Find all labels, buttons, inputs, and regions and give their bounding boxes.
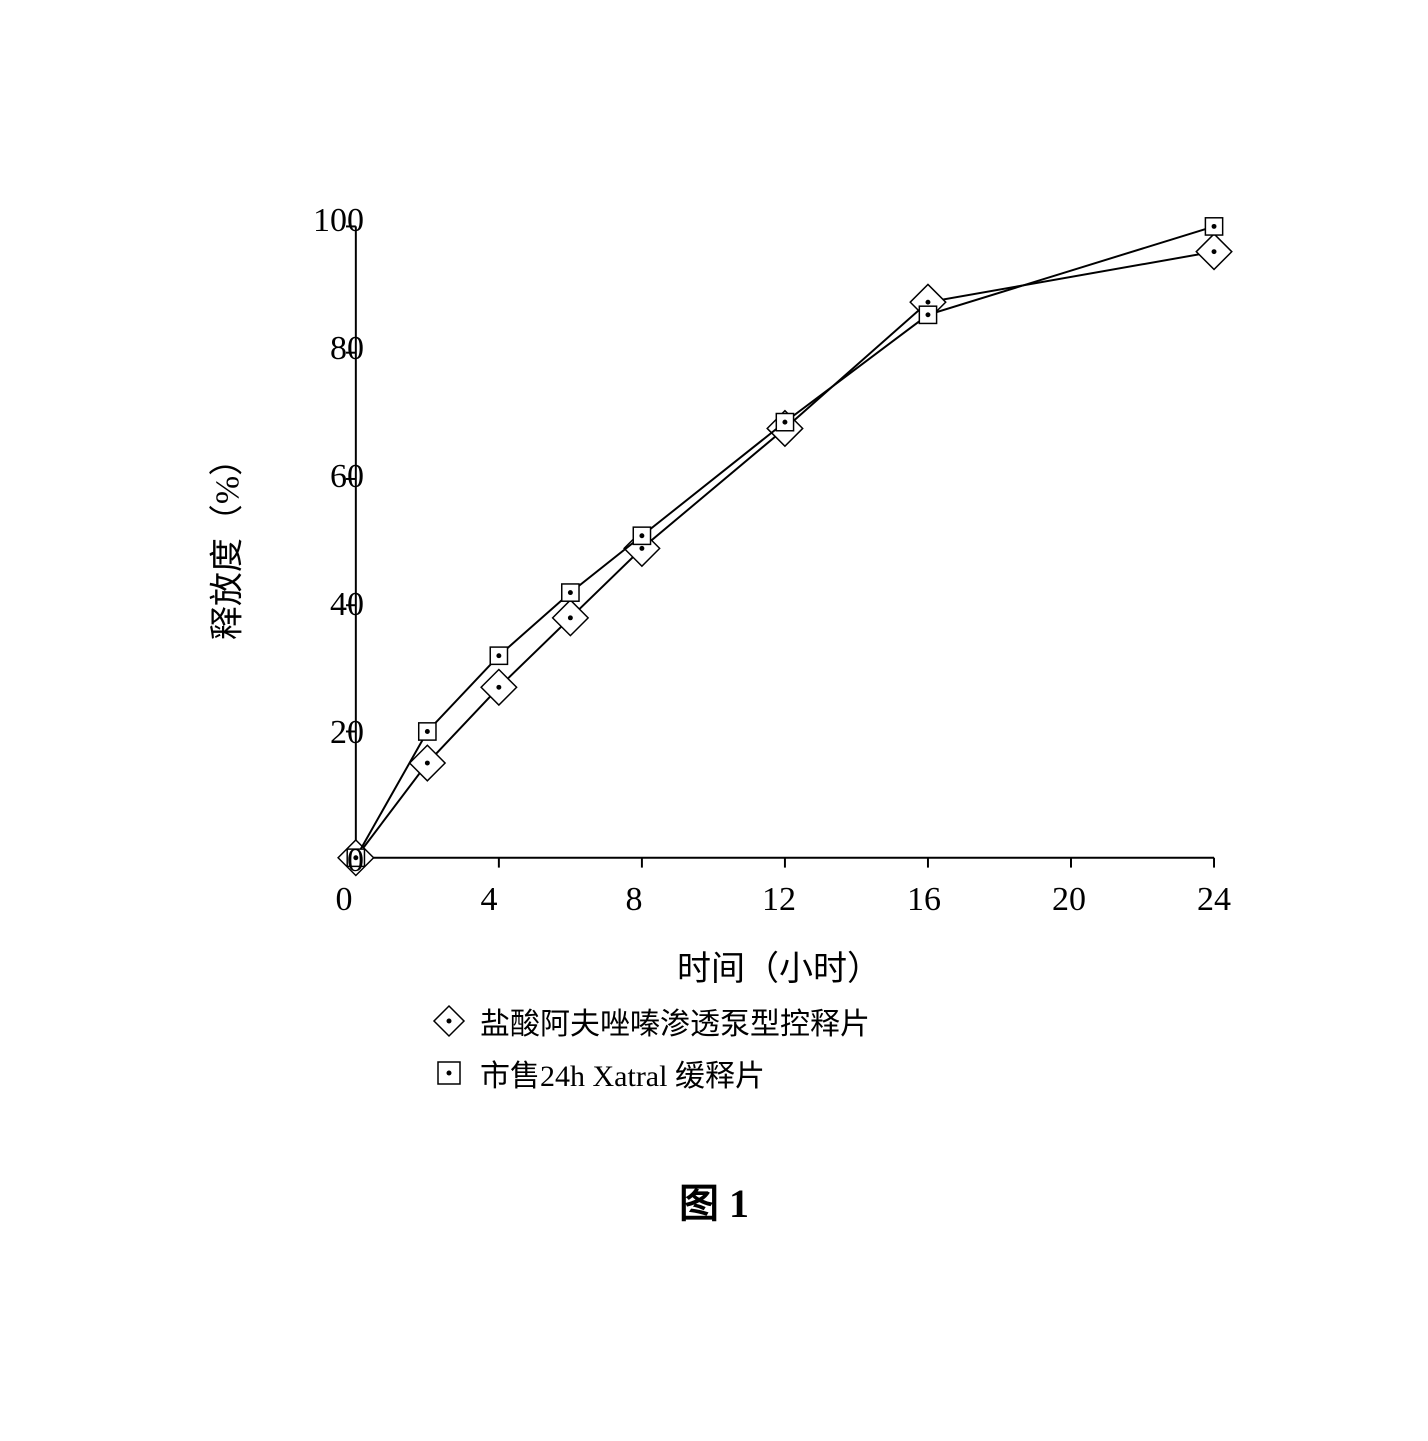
xtick-label: 16: [907, 881, 941, 919]
square-marker-icon: [424, 1058, 474, 1088]
chart-svg: [344, 221, 1216, 875]
release-chart: 0 20 40 60 80 100 0 4 8 12 16 20 24 释放度（%） 时间（小时） 盐…: [164, 171, 1264, 1271]
ytick-label: 40: [330, 586, 364, 624]
xtick-label: 4: [481, 881, 498, 919]
xtick-label: 0: [336, 881, 353, 919]
xtick-label: 24: [1197, 881, 1231, 919]
xtick-label: 8: [626, 881, 643, 919]
legend: 盐酸阿夫唑嗪渗透泵型控释片 市售24h Xatral 缓释片: [424, 1001, 870, 1105]
ytick-label: 100: [313, 202, 364, 240]
ytick-label: 20: [330, 714, 364, 752]
xtick-label: 20: [1052, 881, 1086, 919]
legend-item: 市售24h Xatral 缓释片: [424, 1053, 870, 1093]
legend-item: 盐酸阿夫唑嗪渗透泵型控释片: [424, 1001, 870, 1041]
plot-area: [344, 221, 1214, 861]
legend-label: 市售24h Xatral 缓释片: [480, 1051, 765, 1095]
x-axis-label: 时间（小时）: [677, 941, 881, 990]
xtick-label: 12: [762, 881, 796, 919]
legend-label: 盐酸阿夫唑嗪渗透泵型控释片: [480, 999, 870, 1043]
ytick-label: 80: [330, 330, 364, 368]
diamond-marker-icon: [424, 1004, 474, 1038]
y-axis-label: 释放度（%）: [200, 441, 249, 639]
ytick-label: 60: [330, 458, 364, 496]
ytick-label: 0: [347, 842, 364, 880]
figure-caption: 图 1: [679, 1171, 749, 1229]
